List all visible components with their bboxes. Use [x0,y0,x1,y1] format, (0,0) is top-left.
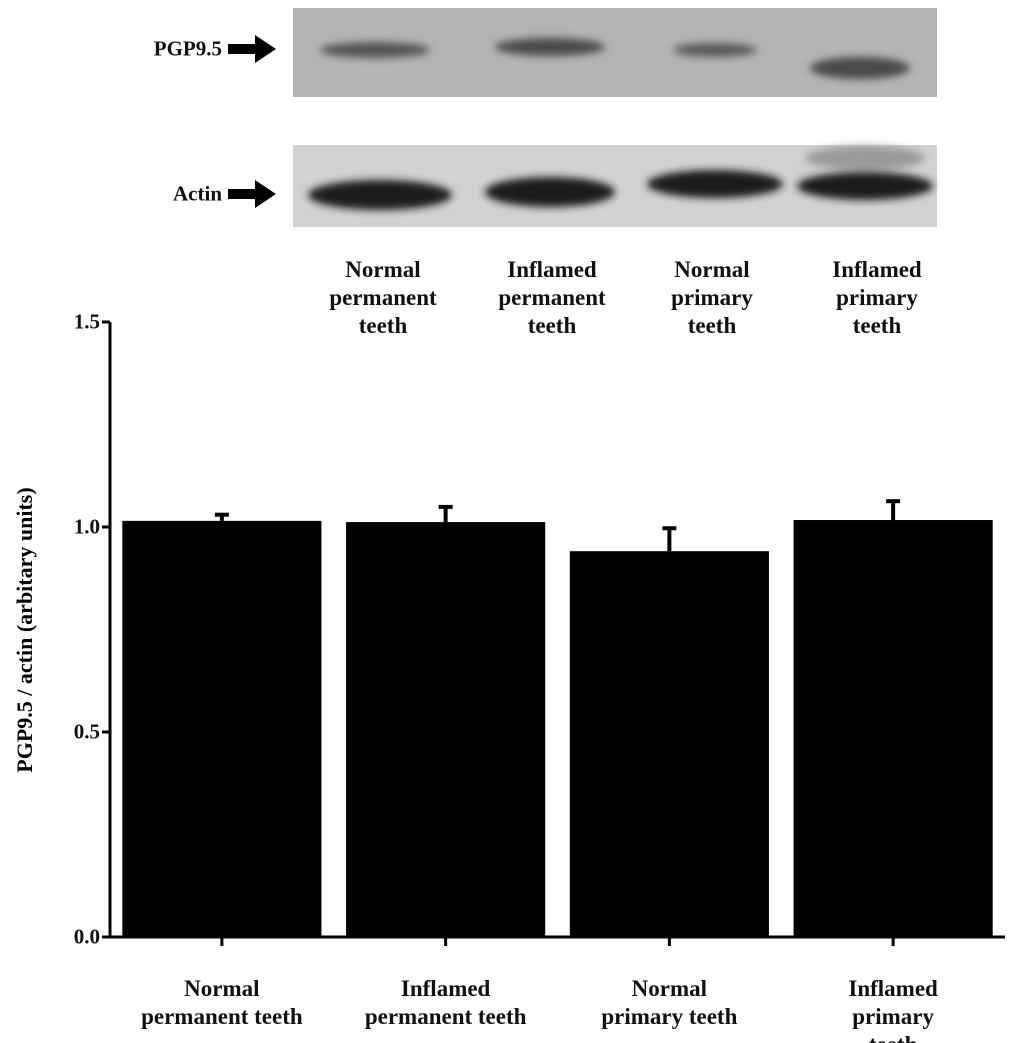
x-tick-label: Inflamed permanent teeth [365,975,527,1031]
x-tick-label: Normal permanent teeth [141,975,303,1031]
blot-lane-label: Inflamed permanent teeth [498,256,605,340]
page: PGP9.5 Actin Normal permanent teeth Inflame… [0,0,1014,1043]
y-tick-label: 0.5 [74,720,100,745]
blot-lane-label: Inflamed primary teeth [832,256,921,340]
blot-lane-label: Normal permanent teeth [329,256,436,340]
blot-row-label: Actin [173,182,222,207]
blot-row-label: PGP9.5 [154,37,222,62]
y-tick-label: 0.0 [74,925,100,950]
chart [0,0,1014,1043]
bar [794,520,993,937]
error-bar [439,507,453,522]
y-tick-label: 1.0 [74,515,100,540]
error-bar [215,515,229,521]
y-tick-label: 1.5 [74,310,100,335]
arrow [228,180,276,208]
bar [346,522,545,937]
y-axis-label: PGP9.5 / actin (arbitary units) [12,487,38,772]
error-bar [886,501,900,520]
bar [570,551,769,937]
blot-lane-label: Normal primary teeth [671,256,753,340]
bar [122,521,321,937]
error-bar [662,528,676,551]
arrow [228,35,276,63]
x-tick-label: Normal primary teeth [601,975,737,1031]
blot-actin [293,145,937,227]
blot-pgp [293,8,937,97]
x-tick-label: Inflamed primary teeth [833,975,954,1043]
